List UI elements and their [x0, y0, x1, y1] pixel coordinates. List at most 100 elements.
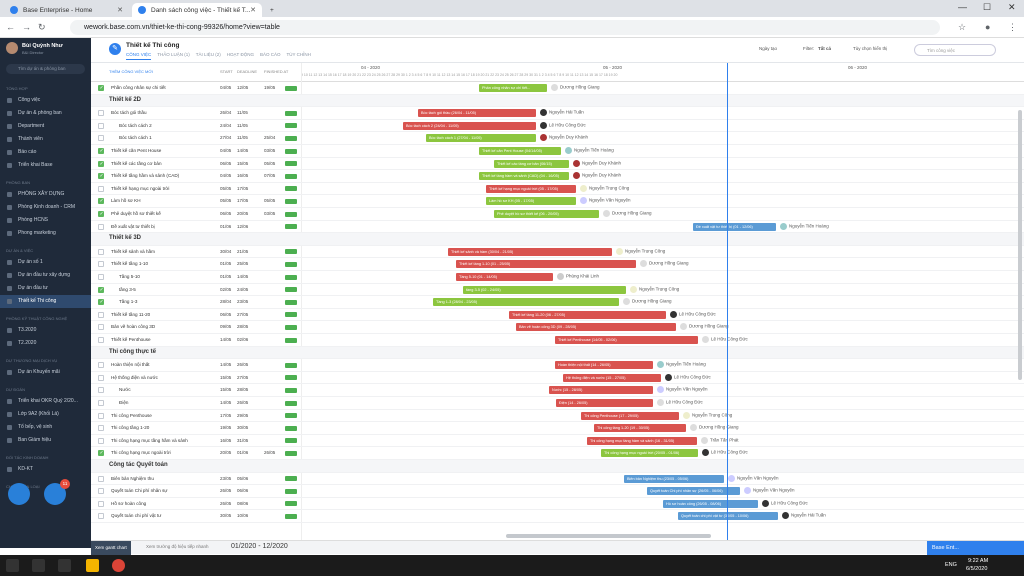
gantt-bar[interactable]: Thiết kế căn Pent House (04/14/05)	[479, 147, 561, 155]
task-name[interactable]: Thi công hạng mục tầng hầm và sảnh	[111, 437, 188, 443]
assignee[interactable]: Nguyễn Văn Nguyên	[728, 474, 779, 482]
gantt-bar[interactable]: Hoàn thiện nội thất (14 - 26/05)	[555, 361, 653, 370]
task-checkbox[interactable]	[98, 299, 104, 306]
vertical-scrollbar[interactable]	[1018, 110, 1022, 380]
task-name[interactable]: Nước	[119, 387, 131, 393]
sidebar-item[interactable]: Dự án số 1	[0, 256, 91, 269]
assignee[interactable]: Dương Hồng Giang	[640, 260, 689, 268]
sidebar-item[interactable]: Dự án đầu tư	[0, 282, 91, 295]
sidebar-item[interactable]: Phong marketing	[0, 227, 91, 240]
gantt-bar[interactable]: Bóc tách gói thầu (26/04 - 11/05)	[418, 109, 536, 118]
back-icon[interactable]: ←	[6, 22, 15, 32]
clock-date[interactable]: 6/5/2020	[966, 566, 988, 572]
assignee[interactable]: Lê Hữu Công Đức	[540, 121, 586, 129]
project-tab[interactable]: THẢO LUẬN (1)	[157, 52, 190, 57]
assignee[interactable]: Lê Hữu Công Đức	[702, 336, 748, 343]
task-checkbox[interactable]	[98, 500, 104, 507]
sidebar-item[interactable]: Triển khai Base	[0, 159, 91, 172]
gantt-bar[interactable]: Thiết kế các tầng cơ bản (06/15)	[494, 159, 569, 168]
task-name[interactable]: Phần công nhân sự chi tiết	[111, 85, 166, 90]
task-checkbox[interactable]	[98, 337, 104, 343]
task-checkbox[interactable]	[98, 135, 104, 142]
task-name[interactable]: Bản vẽ hoàn công 3D	[111, 324, 156, 330]
apps-button[interactable]: 11	[44, 479, 70, 505]
task-name[interactable]: Tầng 5-10	[119, 274, 140, 279]
task-name[interactable]: Phê duyệt hồ sơ thiết kế	[111, 211, 161, 216]
close-tab-icon[interactable]: ✕	[117, 7, 123, 14]
task-name[interactable]: Thi công hạng mục ngoài trời	[111, 450, 171, 456]
task-checkbox[interactable]	[98, 85, 104, 91]
task-checkbox[interactable]	[98, 248, 104, 255]
task-checkbox[interactable]	[98, 488, 104, 495]
gantt-bar[interactable]: Điện (14 - 26/05)	[556, 399, 653, 407]
assignee[interactable]: Phùng Khải Linh	[557, 273, 599, 280]
assignee[interactable]: Nguyễn Văn Nguyên	[657, 386, 708, 394]
task-name[interactable]: Hồ sơ hoàn công	[111, 500, 147, 506]
task-checkbox[interactable]	[98, 110, 104, 117]
sidebar-item[interactable]: Dự án đầu tư xây dựng	[0, 269, 91, 282]
notification-popup[interactable]: Base Ent...	[927, 541, 1024, 555]
project-tab[interactable]: HOẠT ĐỘNG	[226, 52, 254, 57]
task-checkbox[interactable]	[98, 261, 104, 268]
browser-tab-tasks[interactable]: Danh sách công việc - Thiết kế T... ✕	[132, 3, 262, 17]
sidebar-search-input[interactable]: Tìm dự án & phòng ban	[6, 64, 85, 74]
task-checkbox[interactable]	[98, 387, 104, 394]
task-name[interactable]: Hoàn thiện nội thất	[111, 362, 150, 368]
task-name[interactable]: Quyết toán Chi phí nhân sự	[111, 488, 168, 494]
task-checkbox[interactable]	[98, 311, 104, 318]
task-checkbox[interactable]	[98, 374, 104, 381]
task-checkbox[interactable]	[98, 286, 104, 293]
filter-dropdown[interactable]: Tất cả	[818, 46, 832, 51]
task-checkbox[interactable]	[98, 160, 104, 167]
minimize-icon[interactable]: —	[958, 2, 967, 12]
gantt-bar[interactable]: Thi công Penthouse (17 - 29/05)	[581, 411, 679, 420]
sidebar-item[interactable]: Thiết kế Thi công	[0, 295, 91, 308]
task-checkbox[interactable]	[98, 148, 104, 154]
sidebar-item[interactable]: Ban Giám hiệu	[0, 434, 91, 447]
file-explorer-icon[interactable]	[86, 559, 99, 572]
sidebar-item[interactable]: Dự án Khuyến mãi	[0, 366, 91, 379]
assignee[interactable]: Nguyễn Duy Khánh	[573, 172, 621, 180]
url-field[interactable]: wework.base.com.vn/thiet-ke-thi-cong-993…	[70, 20, 940, 35]
star-icon[interactable]: ☆	[958, 22, 967, 32]
assignee[interactable]: Nguyễn Trọng Công	[616, 247, 665, 255]
sidebar-item[interactable]: T2.2020	[0, 337, 91, 350]
menu-icon[interactable]: ⋮	[1008, 22, 1017, 32]
gantt-bar[interactable]: Thi công tầng 1-20 (19 - 30/05)	[594, 424, 686, 433]
assignee[interactable]: Nguyễn Trọng Công	[580, 184, 629, 192]
new-tab-button[interactable]: +	[270, 6, 274, 14]
horizontal-scrollbar[interactable]	[506, 534, 711, 538]
task-checkbox[interactable]	[98, 412, 104, 419]
task-name[interactable]: Bóc tách gói thầu	[111, 110, 147, 116]
assignee[interactable]: Lê Hữu Công Đức	[665, 373, 711, 381]
display-options[interactable]: Tùy chọn hiển thị	[853, 46, 888, 51]
language-indicator[interactable]: ENG	[945, 562, 957, 568]
task-checkbox[interactable]	[98, 274, 104, 280]
assignee[interactable]: Nguyễn Hải Tuấn	[540, 109, 584, 117]
browser-tab-home[interactable]: Base Enterprise - Home ✕	[4, 3, 129, 17]
project-tab[interactable]: TÙY CHỈNH	[286, 52, 311, 57]
sidebar-item[interactable]: Triển khai OKR Quý 2/20...	[0, 395, 91, 408]
windows-start-icon[interactable]	[6, 559, 19, 572]
task-checkbox[interactable]	[98, 425, 104, 432]
forward-icon[interactable]: →	[22, 22, 31, 32]
gantt-bar[interactable]: Phê duyệt hồ sơ thiết kế (06 - 20/05)	[494, 210, 599, 218]
gantt-bar[interactable]: Tầng 5-10 (01 - 14/05)	[456, 273, 553, 281]
assignee[interactable]: Nguyễn Văn Nguyên	[744, 487, 795, 495]
task-name[interactable]: tầng 3-5	[119, 286, 136, 292]
assignee[interactable]: Nguyễn Duy Khánh	[573, 159, 621, 167]
gantt-bar[interactable]: Bóc tách cách 2 (24/04 - 11/05)	[403, 121, 536, 130]
assignee[interactable]: Nguyễn Trọng Công	[630, 285, 679, 293]
task-checkbox[interactable]	[98, 513, 104, 520]
assignee[interactable]: Lê Hữu Công Đức	[762, 499, 808, 507]
task-name[interactable]: Biên bản Nghiệm thu	[111, 475, 154, 481]
task-name[interactable]: Thiết kế sảnh và hầm	[111, 248, 155, 254]
gantt-bar[interactable]: Nước (15 - 28/05)	[549, 386, 653, 395]
assignee[interactable]: Nguyễn Tiến Hoàng	[780, 222, 829, 230]
date-range[interactable]: 01/2020 - 12/2020	[231, 543, 288, 550]
assignee[interactable]: Nguyễn Tiến Hoàng	[657, 361, 706, 369]
task-checkbox[interactable]	[98, 122, 104, 129]
task-name[interactable]: Làm hồ sơ KH	[111, 198, 141, 204]
close-window-icon[interactable]: ✕	[1008, 2, 1016, 12]
sidebar-item[interactable]: KD-KT	[0, 463, 91, 476]
